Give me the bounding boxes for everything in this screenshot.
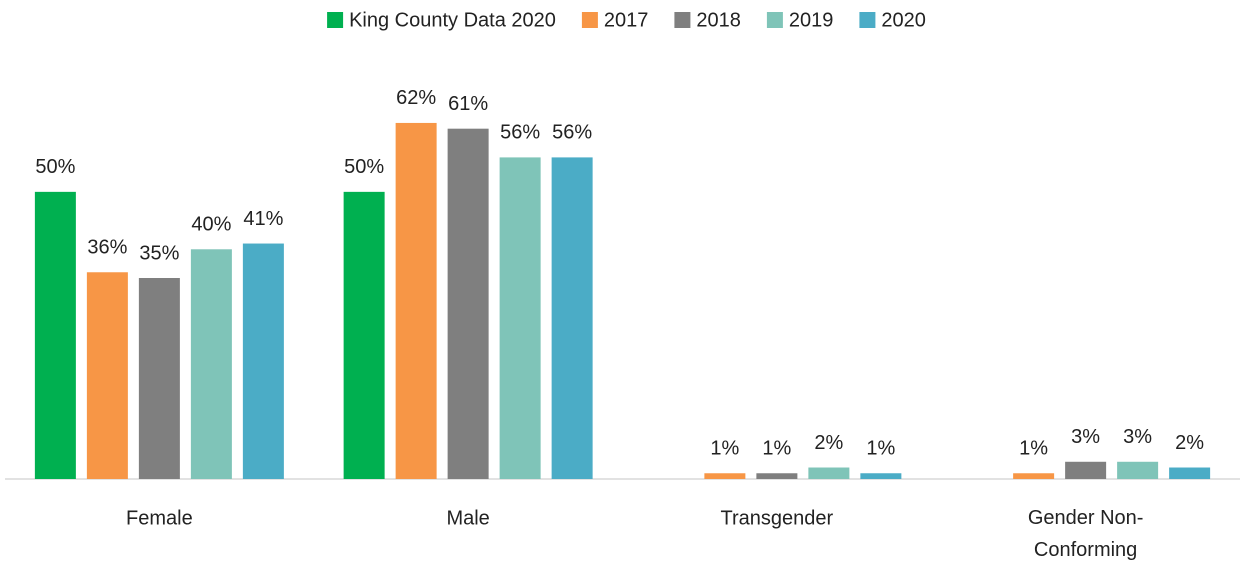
data-label: 1%: [866, 438, 895, 460]
bar: [808, 467, 850, 479]
x-tick-label: Male: [446, 507, 489, 529]
data-label: 50%: [344, 156, 384, 178]
data-label: 40%: [191, 214, 231, 236]
data-label: 62%: [396, 87, 436, 109]
legend: King County Data 2020 2017 2018 2019 2020: [327, 9, 926, 31]
bar: [860, 473, 902, 479]
legend-label: 2018: [696, 9, 741, 31]
bar: [756, 473, 798, 479]
data-label: 50%: [35, 156, 75, 178]
bar: [1117, 461, 1159, 479]
legend-swatch: [327, 12, 344, 28]
data-label: 1%: [710, 438, 739, 460]
bar: [1013, 473, 1055, 479]
x-tick-label: Female: [126, 507, 193, 529]
bar: [551, 157, 593, 479]
data-label: 41%: [243, 208, 283, 230]
bar: [34, 191, 76, 479]
bar: [190, 249, 232, 479]
legend-label: 2020: [881, 9, 926, 31]
data-label: 1%: [762, 438, 791, 460]
bar: [447, 128, 489, 479]
x-tick-label: Gender Non-Conforming: [1028, 507, 1144, 561]
legend-label: 2019: [789, 9, 834, 31]
bar: [242, 243, 284, 479]
bar: [704, 473, 746, 479]
data-label: 56%: [500, 122, 540, 144]
bar: [343, 191, 385, 479]
bar: [1169, 467, 1211, 479]
legend-swatch: [766, 12, 783, 28]
bar: [499, 157, 541, 479]
bar: [138, 278, 180, 479]
data-label: 2%: [814, 432, 843, 454]
data-label: 3%: [1071, 426, 1100, 448]
data-label: 61%: [448, 93, 488, 115]
data-label: 3%: [1123, 426, 1152, 448]
legend-swatch: [674, 12, 691, 28]
legend-label: 2017: [604, 9, 649, 31]
data-label: 2%: [1175, 432, 1204, 454]
bar: [395, 122, 437, 479]
legend-swatch: [581, 12, 598, 28]
x-tick-label: Transgender: [721, 507, 834, 529]
legend-swatch: [859, 12, 876, 28]
bar: [1065, 461, 1107, 479]
legend-label: King County Data 2020: [349, 9, 556, 31]
data-label: 36%: [87, 237, 127, 259]
bar: [86, 272, 128, 479]
data-label: 1%: [1019, 438, 1048, 460]
data-label: 35%: [139, 242, 179, 264]
data-label: 56%: [552, 122, 592, 144]
